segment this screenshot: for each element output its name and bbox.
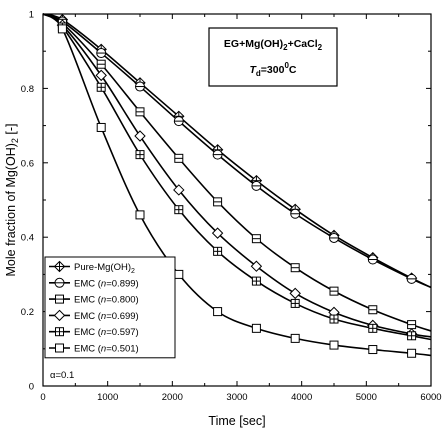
x-tick-label: 1000 <box>97 392 118 403</box>
alpha-label: α=0.1 <box>50 370 74 381</box>
legend-frame <box>44 256 176 359</box>
legend-item: EMC (n=0.699) <box>49 309 139 322</box>
y-tick-label: 0.2 <box>21 307 34 318</box>
legend-item: EMC (n=0.899) <box>49 277 139 289</box>
data-point-marker <box>368 345 378 355</box>
x-tick-label: 6000 <box>420 392 441 403</box>
legend-label: EMC (n=0.899) <box>74 278 139 289</box>
data-point-marker <box>173 116 184 127</box>
data-point-marker <box>251 276 261 286</box>
data-point-marker <box>173 184 185 196</box>
data-point-marker <box>329 340 339 350</box>
y-tick-label: 0.6 <box>21 158 34 169</box>
x-axis-title: Time [sec] <box>208 414 265 428</box>
y-tick-label: 1 <box>29 10 34 21</box>
data-point-marker <box>290 298 300 308</box>
data-point-marker <box>57 24 67 34</box>
data-point-marker <box>406 273 417 284</box>
data-point-marker <box>251 180 262 191</box>
data-point-marker <box>174 153 184 163</box>
data-point-marker <box>174 269 184 279</box>
x-tick-label: 5000 <box>356 392 377 403</box>
system-label: EG+Mg(OH)2+CaCl2 <box>224 38 323 52</box>
data-point-marker <box>96 59 106 69</box>
y-tick-label: 0 <box>29 382 34 393</box>
data-point-marker <box>135 210 145 220</box>
data-point-marker <box>212 149 223 160</box>
condition-annotation-box: EG+Mg(OH)2+CaCl2 Td=3000C <box>208 27 338 87</box>
legend-item: EMC (n=0.501) <box>49 343 139 355</box>
data-point-marker <box>290 263 300 273</box>
legend-label: EMC (n=0.501) <box>74 344 139 355</box>
data-point-marker <box>135 150 145 160</box>
data-point-marker <box>368 323 378 333</box>
legend-marker <box>54 277 65 288</box>
data-point-marker <box>290 333 300 343</box>
data-point-marker <box>96 122 106 132</box>
data-point-marker <box>174 205 184 215</box>
condition-annotation-frame <box>208 27 338 87</box>
data-point-marker <box>96 82 106 92</box>
x-tick-label: 0 <box>40 392 45 403</box>
data-point-marker <box>250 260 263 272</box>
y-tick-label: 0.4 <box>21 233 34 244</box>
legend-marker <box>55 294 64 304</box>
data-point-marker <box>289 287 301 300</box>
data-point-marker <box>213 307 223 317</box>
y-axis-title-unit: [-] <box>4 124 18 139</box>
x-tick-label: 2000 <box>162 392 183 403</box>
legend-marker <box>55 343 64 353</box>
data-point-marker <box>135 81 145 92</box>
data-point-marker <box>329 314 339 324</box>
data-point-marker <box>211 227 224 239</box>
data-point-marker <box>95 69 107 82</box>
data-point-marker <box>213 197 223 207</box>
legend: Pure-Mg(OH)2 EMC (n=0.899) EMC (n=0.800) EM… <box>44 256 176 359</box>
series-markers <box>56 13 418 358</box>
data-point-marker <box>368 305 378 315</box>
data-point-marker <box>407 320 417 330</box>
data-point-marker <box>367 254 378 265</box>
x-tick-label: 4000 <box>291 392 312 403</box>
y-axis-title: Mole fraction of Mg(OH)2 [-] <box>4 124 20 277</box>
data-point-marker <box>134 130 146 142</box>
data-point-marker <box>329 232 339 243</box>
legend-marker <box>53 309 66 322</box>
data-point-marker <box>329 286 339 296</box>
data-point-marker <box>407 331 417 341</box>
y-tick-label: 0.8 <box>21 84 34 95</box>
axis-ticks <box>42 13 432 387</box>
legend-item: EMC (n=0.597) <box>49 327 139 338</box>
temperature-label: Td=3000C <box>249 61 296 78</box>
data-point-marker <box>407 348 417 358</box>
legend-label: Pure-Mg(OH)2 <box>74 262 135 275</box>
data-point-marker <box>135 107 145 117</box>
data-point-marker <box>251 323 261 333</box>
legend-item: EMC (n=0.800) <box>49 294 139 306</box>
x-tick-label: 3000 <box>226 392 247 403</box>
legend-item: Pure-Mg(OH)2 <box>49 260 135 275</box>
y-axis-title-main: Mole fraction of Mg(OH) <box>4 143 18 276</box>
data-point-marker <box>213 246 223 256</box>
legend-label: EMC (n=0.800) <box>74 295 139 306</box>
data-point-marker <box>96 48 107 59</box>
legend-marker <box>53 260 66 273</box>
data-point-marker <box>251 234 261 244</box>
legend-label: EMC (n=0.699) <box>74 311 139 322</box>
legend-marker <box>55 327 64 337</box>
tick-labels: 0 1000 2000 3000 4000 5000 6000 0 0.2 0.4 0.6 0.8 1 <box>21 10 442 404</box>
y-axis-title-subscript: 2 <box>10 138 20 143</box>
legend-label: EMC (n=0.597) <box>74 327 139 338</box>
data-point-marker <box>290 208 301 219</box>
